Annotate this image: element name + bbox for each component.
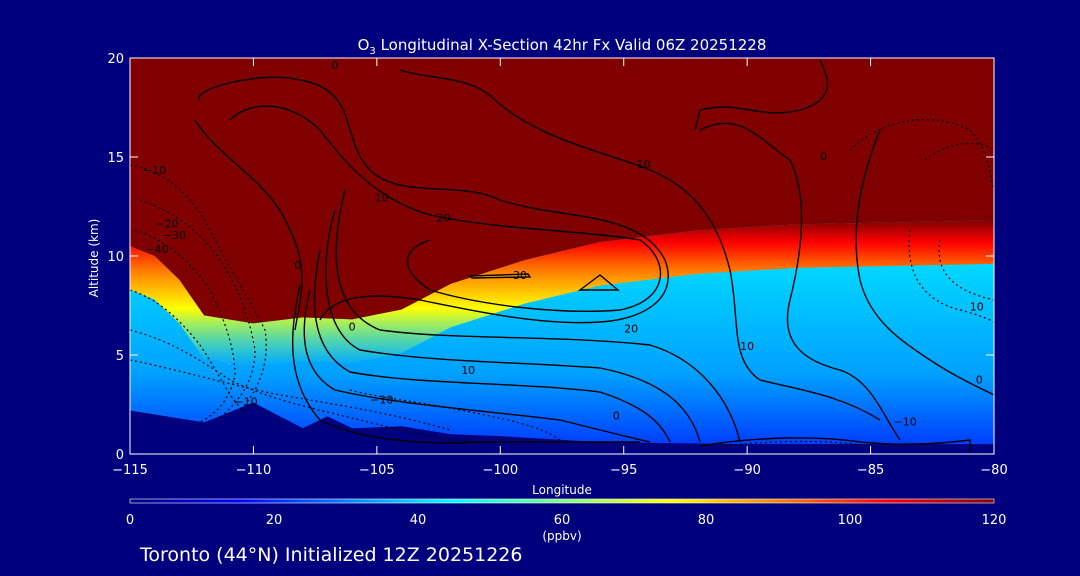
x-tick-label: −95 [610,463,637,478]
contour-line-negative [349,389,561,441]
contour-line-negative [130,164,267,411]
contour-line [694,59,828,131]
contour-line-negative [719,440,871,447]
colorbar: 0 20 40 60 80 100 120 (ppbv) [126,498,1007,543]
plot-area: 0 0 0 −10 −20−30−40 −10 10 20 30 20 10 10 −10 0 10 0 10 0… [130,58,994,454]
colorbar-tick-label: 120 [982,513,1007,528]
contour-label: −20 [155,217,178,230]
x-tick-label: −90 [733,463,760,478]
contour-line [699,122,901,441]
chart-title: O3 Longitudinal X-Section 42hr Fx Valid … [358,36,767,57]
contour-label: 0 [613,409,620,422]
contour-line [229,105,662,312]
contour-label: −10 [143,164,166,177]
colorbar-units: (ppbv) [542,529,581,543]
colorbar-tick-label: 0 [126,513,134,528]
contour-line-negative [130,329,481,443]
contour-label: −10 [234,396,257,409]
y-axis: 0 5 10 15 20 [107,52,994,463]
y-tick-label: 20 [107,52,124,67]
chart-title-prefix: O [358,36,370,54]
contour-line [577,274,620,291]
colorbar-tick-label: 100 [838,513,863,528]
x-axis: −115 −110 −105 −100 −95 −90 −85 −80 [112,58,1008,478]
contour-label: −10 [370,394,393,407]
contour-line-negative [130,289,246,413]
colorbar-ramp [129,498,995,504]
x-axis-label: Longitude [532,483,592,497]
contour-line [855,129,994,396]
contour-line [335,189,741,443]
chart-title-rest: Longitudinal X-Section 42hr Fx Valid 06Z… [376,36,767,54]
x-tick-label: −85 [857,463,884,478]
ozone-transition-band [130,220,994,367]
contour-line [291,284,640,444]
y-tick-label: 15 [107,151,124,166]
y-tick-label: 10 [107,250,124,265]
contour-label: 20 [624,322,638,335]
contour-label: 0 [349,320,356,333]
contour-label: 10 [461,364,475,377]
contour-line [198,76,669,324]
ozone-contour-lines [130,59,994,452]
contour-label: −40 [146,243,169,256]
x-tick-label: −100 [482,463,518,478]
contour-label: 10 [740,340,754,353]
contour-label: 0 [820,150,827,163]
contour-label: 30 [513,269,527,282]
colorbar-ticks: 0 20 40 60 80 100 120 [126,513,1007,528]
colorbar-tick-label: 80 [698,513,715,528]
colorbar-tick-label: 60 [554,513,571,528]
contour-line-negative [139,199,256,419]
contour-line [325,209,701,443]
y-tick-label: 0 [116,448,124,463]
ozone-filled-contours [130,58,994,454]
contour-line [468,273,532,279]
x-tick-label: −115 [112,463,148,478]
contour-label: 10 [970,300,984,313]
ozone-high-stratosphere [130,58,994,324]
contour-label: −10 [894,415,917,428]
terrain [130,402,994,454]
x-tick-label: −80 [980,463,1007,478]
contour-line-negative [134,229,236,423]
contour-labels: 0 0 0 −10 −20−30−40 −10 10 20 30 20 10 10 −10 0 10 0 10 0… [143,59,984,428]
chart-title-subscript: 3 [369,46,375,57]
colorbar-tick-label: 40 [410,513,427,528]
contour-label: 0 [976,374,983,387]
contour-line [313,249,671,443]
contour-label: −30 [163,229,186,242]
contour-line [399,69,881,421]
contour-label: 0 [294,259,301,272]
contour-label: 20 [437,211,451,224]
contour-line [699,437,971,452]
contour-label: 10 [375,192,389,205]
contour-label: 10 [636,158,650,171]
y-axis-label: Altitude (km) [87,219,101,298]
contour-line [194,119,303,331]
contour-label: 0 [331,59,338,72]
y-tick-label: 5 [116,349,124,364]
footer-text: Toronto (44°N) Initialized 12Z 20251226 [139,544,523,566]
x-tick-label: −105 [359,463,395,478]
contour-line [303,289,651,443]
x-tick-label: −110 [236,463,272,478]
colorbar-tick-label: 20 [266,513,283,528]
